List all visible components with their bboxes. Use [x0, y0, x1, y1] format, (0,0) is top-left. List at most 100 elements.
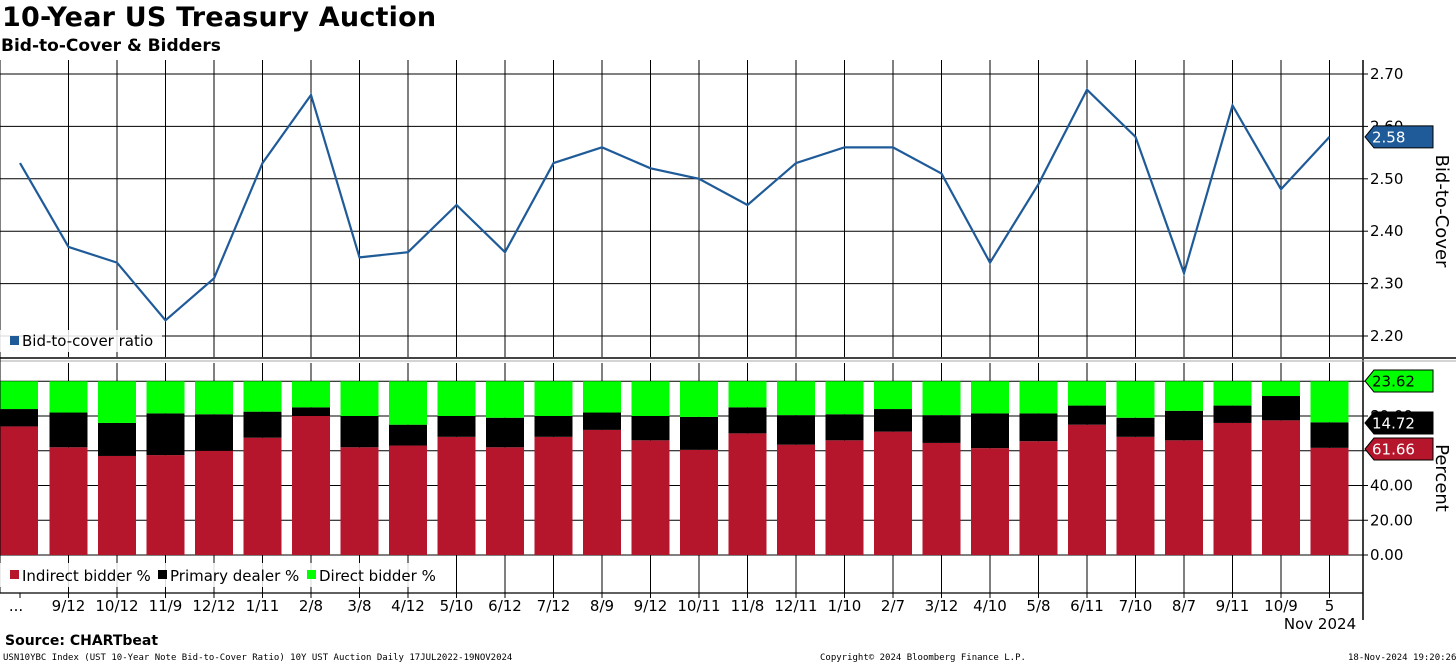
flag-bid-to-cover-label: 2.58: [1372, 128, 1405, 146]
x-axis-date-label: 6/12: [488, 597, 522, 615]
x-axis-date-label: 10/11: [677, 597, 720, 615]
bar-primary-dealer: [486, 417, 524, 448]
bar-indirect-bidder: [0, 426, 38, 555]
bar-primary-dealer: [340, 416, 379, 448]
bar-indirect-bidder: [583, 429, 621, 555]
x-axis-date-label: 3/12: [925, 597, 959, 615]
legends: Bid-to-cover ratio Indirect bidder % Prima…: [0, 330, 436, 587]
x-axis-date-label: 10/9: [1264, 597, 1298, 615]
bar-indirect-bidder: [486, 447, 524, 555]
bar-primary-dealer: [534, 416, 573, 437]
bar-indirect-bidder: [631, 440, 670, 555]
x-axis-date-label: ...: [9, 597, 23, 615]
flag-bid-to-cover-box: [1364, 125, 1434, 149]
footer-index-description: USN10YBC Index (UST 10-Year Note Bid-to-…: [3, 653, 513, 663]
bar-direct-bidder: [292, 381, 330, 408]
bottom-axis-tick-label: 20.00: [1370, 511, 1413, 529]
bar-direct-bidder: [49, 381, 88, 413]
bar-direct-bidder: [0, 381, 38, 410]
flag-primary-dealer-box: [1364, 411, 1434, 435]
bar-indirect-bidder: [340, 447, 379, 555]
bar-indirect-bidder: [1019, 441, 1058, 555]
x-axis-date-label: 4/10: [973, 597, 1007, 615]
bar-primary-dealer: [292, 407, 330, 416]
last-value-flags: 2.58 23.62 14.72 61.66: [1364, 125, 1434, 461]
x-axis-date-label: 12/12: [192, 597, 235, 615]
bar-indirect-bidder: [146, 455, 185, 555]
legend-swatch-indirect-bidder: [10, 570, 19, 579]
footer-copyright: Copyright© 2024 Bloomberg Finance L.P.: [820, 653, 1026, 663]
bar-primary-dealer: [1068, 405, 1106, 425]
x-axis-date-label: 12/11: [774, 597, 817, 615]
stacked-bars: [0, 381, 1349, 555]
bar-indirect-bidder: [1213, 422, 1252, 555]
bottom-axis-tick-label: 40.00: [1370, 477, 1413, 495]
bar-primary-dealer: [98, 422, 136, 456]
x-axis-date-label: 8/7: [1172, 597, 1196, 615]
bar-direct-bidder: [728, 381, 767, 408]
bar-indirect-bidder: [389, 445, 427, 555]
bar-direct-bidder: [1262, 381, 1300, 397]
bar-primary-dealer: [971, 413, 1009, 449]
source-note: Source: CHARTbeat: [5, 633, 159, 649]
bar-direct-bidder: [583, 381, 621, 413]
bar-direct-bidder: [971, 381, 1009, 414]
bar-primary-dealer: [825, 414, 864, 441]
x-axis-date-label: 7/12: [537, 597, 571, 615]
x-axis-date-label: 9/11: [1216, 597, 1250, 615]
bar-primary-dealer: [195, 414, 233, 451]
bottom-legend-box: [0, 563, 434, 587]
bar-direct-bidder: [777, 381, 815, 416]
bar-direct-bidder: [1165, 381, 1203, 411]
bar-direct-bidder: [534, 381, 573, 416]
bar-indirect-bidder: [1165, 440, 1203, 555]
x-axis-date-label: 8/9: [590, 597, 614, 615]
bar-direct-bidder: [243, 381, 282, 412]
footer-timestamp: 18-Nov-2024 19:20:26: [1348, 653, 1456, 663]
bar-primary-dealer: [1116, 417, 1155, 437]
bar-primary-dealer: [437, 416, 476, 437]
bar-indirect-bidder: [195, 450, 233, 555]
x-axis-date-label: 9/12: [634, 597, 668, 615]
bar-indirect-bidder: [874, 431, 912, 555]
flag-indirect-bidder-label: 61.66: [1372, 441, 1415, 459]
bar-direct-bidder: [437, 381, 476, 416]
bar-primary-dealer: [389, 424, 427, 446]
bar-direct-bidder: [389, 381, 427, 425]
bar-indirect-bidder: [49, 447, 88, 555]
bar-indirect-bidder: [243, 437, 282, 555]
bar-primary-dealer: [49, 412, 88, 448]
legend-swatch-direct-bidder: [307, 570, 316, 579]
top-legend-box: [0, 330, 162, 352]
top-axis-tick-label: 2.70: [1370, 65, 1403, 83]
bar-direct-bidder: [1310, 381, 1349, 423]
chart-subtitle: Bid-to-Cover & Bidders: [1, 36, 221, 56]
bar-indirect-bidder: [1116, 436, 1155, 555]
bar-primary-dealer: [243, 411, 282, 438]
top-axis-title: Bid-to-Cover: [1431, 155, 1452, 268]
x-axis-date-label: 1/11: [246, 597, 280, 615]
bar-direct-bidder: [1068, 381, 1106, 406]
bar-indirect-bidder: [825, 440, 864, 555]
bar-primary-dealer: [631, 416, 670, 441]
x-axis-date-label: 11/9: [149, 597, 183, 615]
bar-direct-bidder: [1116, 381, 1155, 418]
bar-primary-dealer: [1165, 410, 1203, 441]
bar-primary-dealer: [0, 409, 38, 427]
bar-direct-bidder: [631, 381, 670, 416]
x-axis-date-label: 7/10: [1119, 597, 1153, 615]
bar-primary-dealer: [922, 415, 961, 443]
legend-label-primary-dealer: Primary dealer %: [170, 567, 299, 585]
bar-primary-dealer: [777, 415, 815, 445]
x-axis-date-label: 11/8: [731, 597, 765, 615]
bar-primary-dealer: [728, 407, 767, 434]
bar-direct-bidder: [1213, 381, 1252, 406]
bar-indirect-bidder: [728, 433, 767, 555]
top-axis-tick-label: 2.30: [1370, 275, 1403, 293]
bar-indirect-bidder: [680, 449, 718, 555]
top-axis-tick-label: 2.50: [1370, 170, 1403, 188]
x-axis-date-label: 2/8: [299, 597, 323, 615]
bar-direct-bidder: [486, 381, 524, 418]
bid-to-cover-line: [19, 87, 1331, 322]
bar-direct-bidder: [195, 381, 233, 415]
